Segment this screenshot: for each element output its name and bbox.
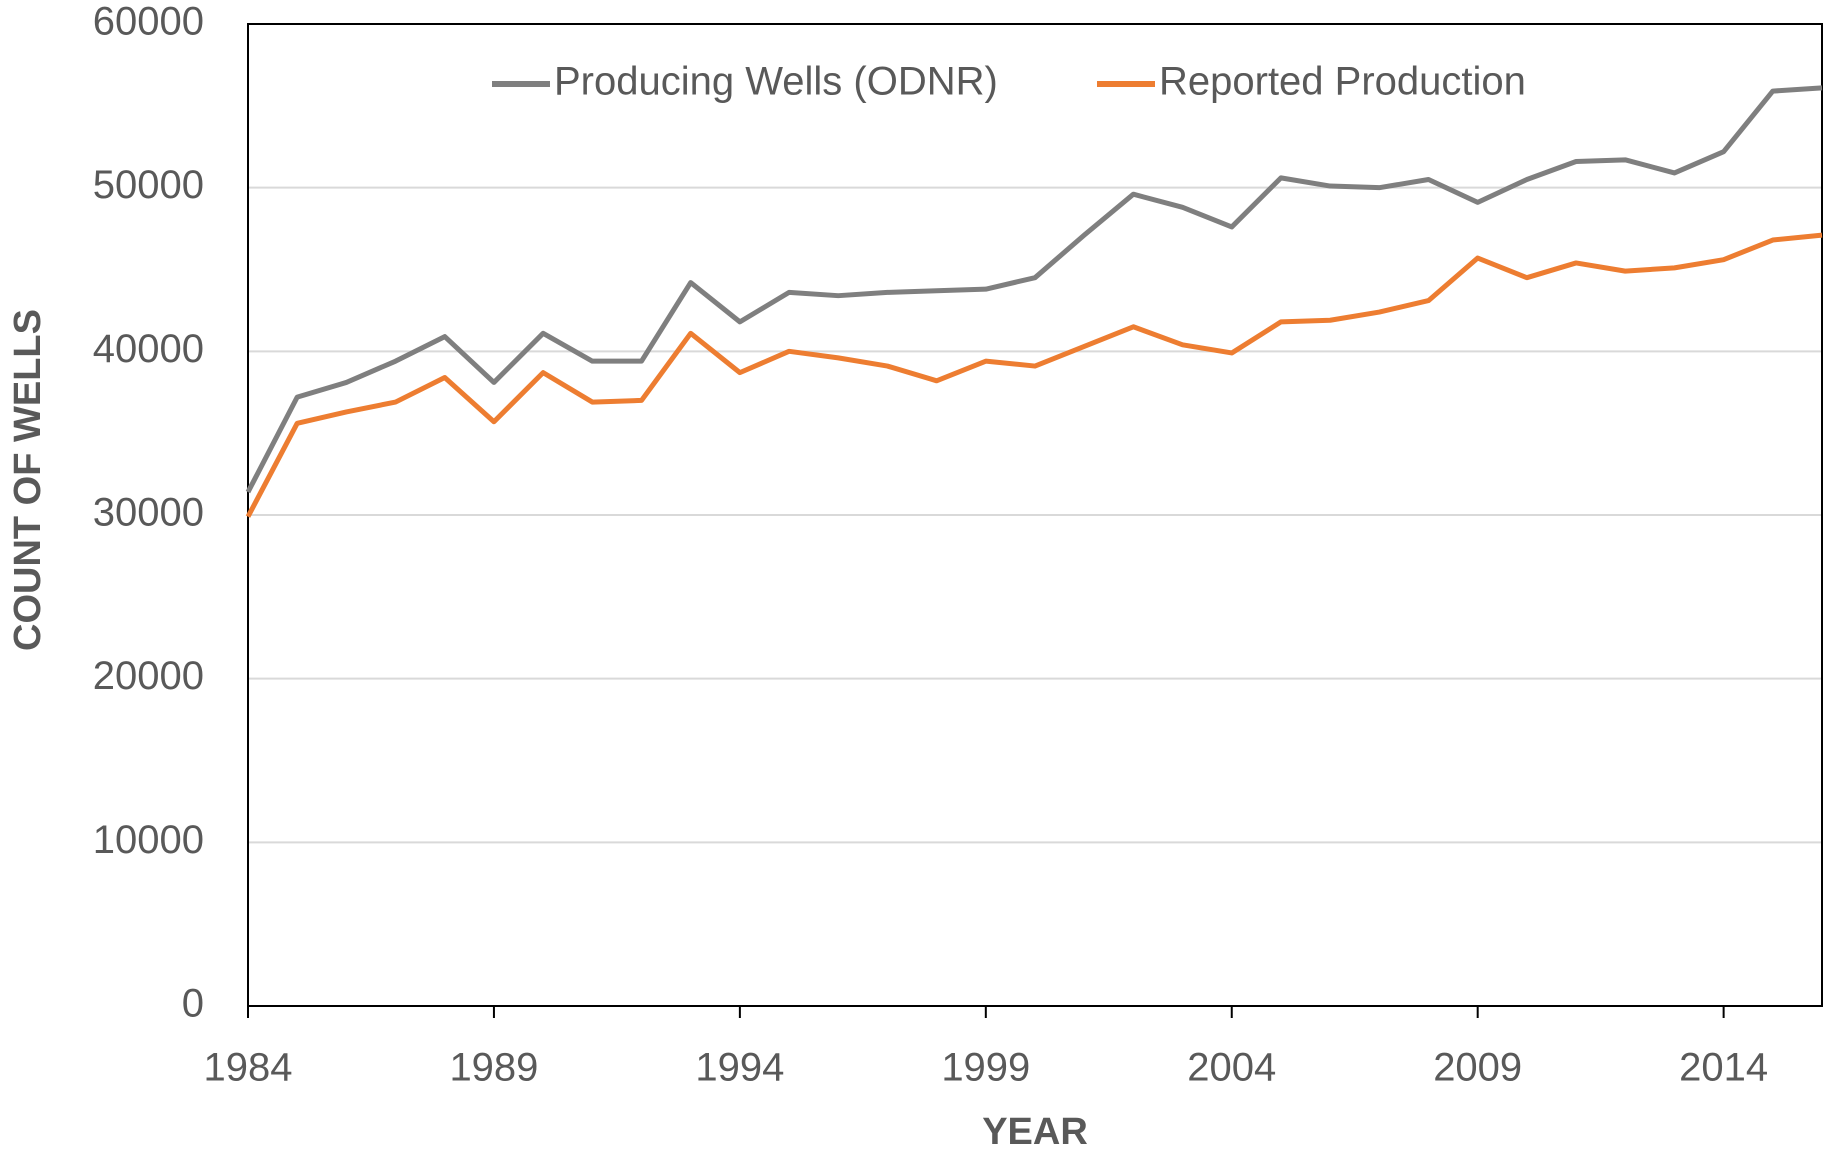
y-axis-title: COUNT OF WELLS (7, 309, 49, 651)
y-tick-label: 50000 (93, 163, 204, 207)
x-tick-label: 1994 (695, 1046, 784, 1090)
series-line (245, 85, 1823, 494)
x-tick-label: 1989 (449, 1046, 538, 1090)
x-tick-label: 2014 (1679, 1046, 1768, 1090)
y-tick-label: 40000 (93, 327, 204, 371)
legend-label: Producing Wells (ODNR) (554, 60, 998, 104)
y-tick-label: 60000 (93, 0, 204, 44)
x-tick-label: 2004 (1187, 1046, 1276, 1090)
legend-label: Reported Production (1159, 60, 1526, 104)
series-line (245, 232, 1823, 518)
x-axis-title: YEAR (982, 1111, 1088, 1153)
x-tick-label: 1999 (941, 1046, 1030, 1090)
y-tick-label: 0 (182, 982, 204, 1026)
y-tick-label: 20000 (93, 654, 204, 698)
y-tick-label: 30000 (93, 491, 204, 535)
x-tick-label: 2009 (1433, 1046, 1522, 1090)
y-tick-label: 10000 (93, 818, 204, 862)
x-tick-label: 1984 (204, 1046, 293, 1090)
